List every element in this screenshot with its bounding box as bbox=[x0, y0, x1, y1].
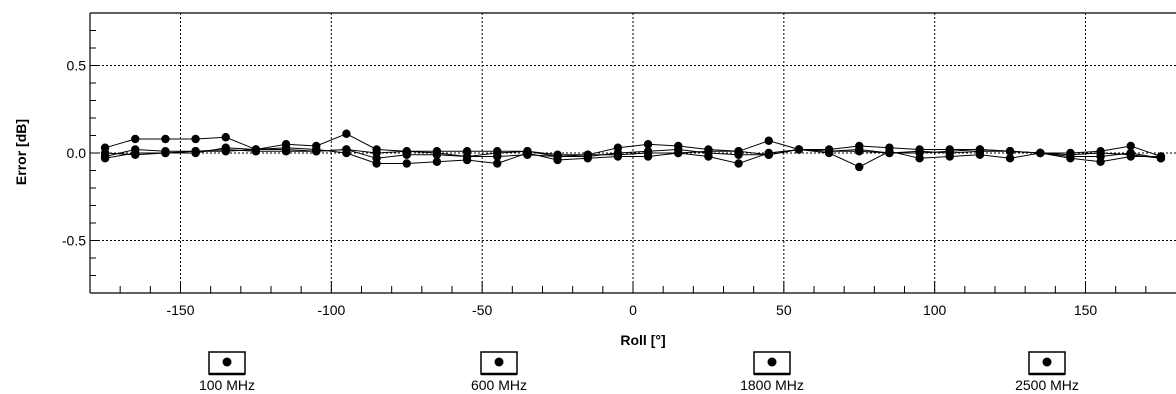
data-point bbox=[1096, 157, 1105, 166]
data-point bbox=[221, 133, 230, 142]
data-point bbox=[1096, 148, 1105, 158]
data-point bbox=[523, 147, 532, 156]
series bbox=[100, 129, 1166, 172]
legend-item: 2500 MHz bbox=[1015, 351, 1079, 393]
x-axis-title: Roll [°] bbox=[620, 332, 665, 348]
data-point bbox=[824, 147, 834, 156]
series-line bbox=[105, 148, 1161, 159]
legend-item: 100 MHz bbox=[199, 351, 255, 393]
data-point bbox=[1126, 150, 1135, 159]
data-point bbox=[342, 145, 351, 154]
data-point bbox=[1066, 150, 1075, 159]
legend: 100 MHz 600 MHz 1800 MHz 2500 MHz bbox=[199, 351, 1079, 393]
data-point bbox=[1156, 154, 1166, 163]
data-point bbox=[161, 148, 170, 158]
data-point bbox=[975, 145, 985, 154]
axes bbox=[89, 12, 1176, 294]
x-tick-label: -50 bbox=[472, 302, 492, 318]
data-point bbox=[402, 147, 411, 156]
x-tick-label: -150 bbox=[166, 302, 194, 318]
data-point bbox=[251, 147, 261, 156]
data-point bbox=[131, 134, 140, 144]
legend-label: 1800 MHz bbox=[740, 377, 804, 393]
series-2500-mhz bbox=[100, 145, 1166, 163]
data-point bbox=[402, 159, 411, 168]
data-point bbox=[945, 147, 954, 156]
data-point bbox=[734, 159, 743, 168]
data-point bbox=[704, 147, 713, 156]
data-point bbox=[1126, 141, 1135, 151]
data-point bbox=[493, 148, 502, 158]
legend-marker bbox=[1042, 357, 1052, 367]
data-point bbox=[191, 147, 200, 156]
data-point bbox=[583, 150, 592, 159]
data-point bbox=[372, 159, 381, 168]
data-point bbox=[1005, 154, 1015, 163]
data-point bbox=[131, 150, 140, 159]
legend-marker bbox=[222, 357, 232, 367]
legend-label: 100 MHz bbox=[199, 377, 255, 393]
data-point bbox=[281, 147, 291, 156]
x-tick-label: -100 bbox=[317, 302, 345, 318]
data-point bbox=[643, 148, 653, 158]
data-point bbox=[734, 147, 743, 156]
data-point bbox=[674, 148, 683, 158]
data-point bbox=[100, 148, 110, 158]
data-point bbox=[643, 140, 653, 149]
tick-labels: -150 -100 -50 0 50 100 150 0.5 0.0 -0.5 bbox=[62, 58, 1098, 319]
y-axis-title: Error [dB] bbox=[13, 119, 29, 185]
data-point bbox=[191, 134, 200, 144]
legend-marker bbox=[767, 357, 777, 367]
series-line bbox=[105, 147, 1161, 168]
data-point bbox=[855, 162, 864, 172]
x-tick-label: 50 bbox=[776, 302, 792, 318]
y-tick-label: -0.5 bbox=[62, 233, 86, 249]
legend-label: 600 MHz bbox=[471, 377, 527, 393]
data-point bbox=[432, 148, 442, 158]
data-point bbox=[432, 157, 442, 166]
legend-item: 1800 MHz bbox=[740, 351, 804, 393]
data-point bbox=[915, 148, 924, 158]
legend-marker bbox=[494, 357, 504, 367]
grid-lines bbox=[90, 13, 1176, 293]
data-point bbox=[221, 145, 230, 154]
data-point bbox=[613, 150, 623, 159]
data-point bbox=[855, 145, 864, 154]
x-tick-label: 150 bbox=[1074, 302, 1098, 318]
data-point bbox=[372, 148, 381, 158]
data-point bbox=[1005, 147, 1015, 156]
data-point bbox=[1036, 148, 1045, 158]
series-line bbox=[104, 148, 1161, 159]
data-point bbox=[885, 148, 894, 158]
data-point bbox=[493, 159, 502, 168]
data-point bbox=[312, 147, 321, 156]
data-point bbox=[764, 150, 773, 159]
y-tick-label: 0.5 bbox=[67, 58, 87, 74]
data-point bbox=[161, 134, 170, 144]
x-tick-label: 100 bbox=[923, 302, 947, 318]
legend-item: 600 MHz bbox=[471, 351, 527, 393]
legend-label: 2500 MHz bbox=[1015, 377, 1079, 393]
data-point bbox=[764, 136, 773, 145]
y-tick-label: 0.0 bbox=[67, 145, 87, 161]
data-point bbox=[794, 145, 804, 154]
data-point bbox=[342, 129, 351, 138]
data-point bbox=[462, 152, 472, 161]
x-tick-label: 0 bbox=[629, 302, 637, 318]
data-point bbox=[553, 152, 562, 161]
